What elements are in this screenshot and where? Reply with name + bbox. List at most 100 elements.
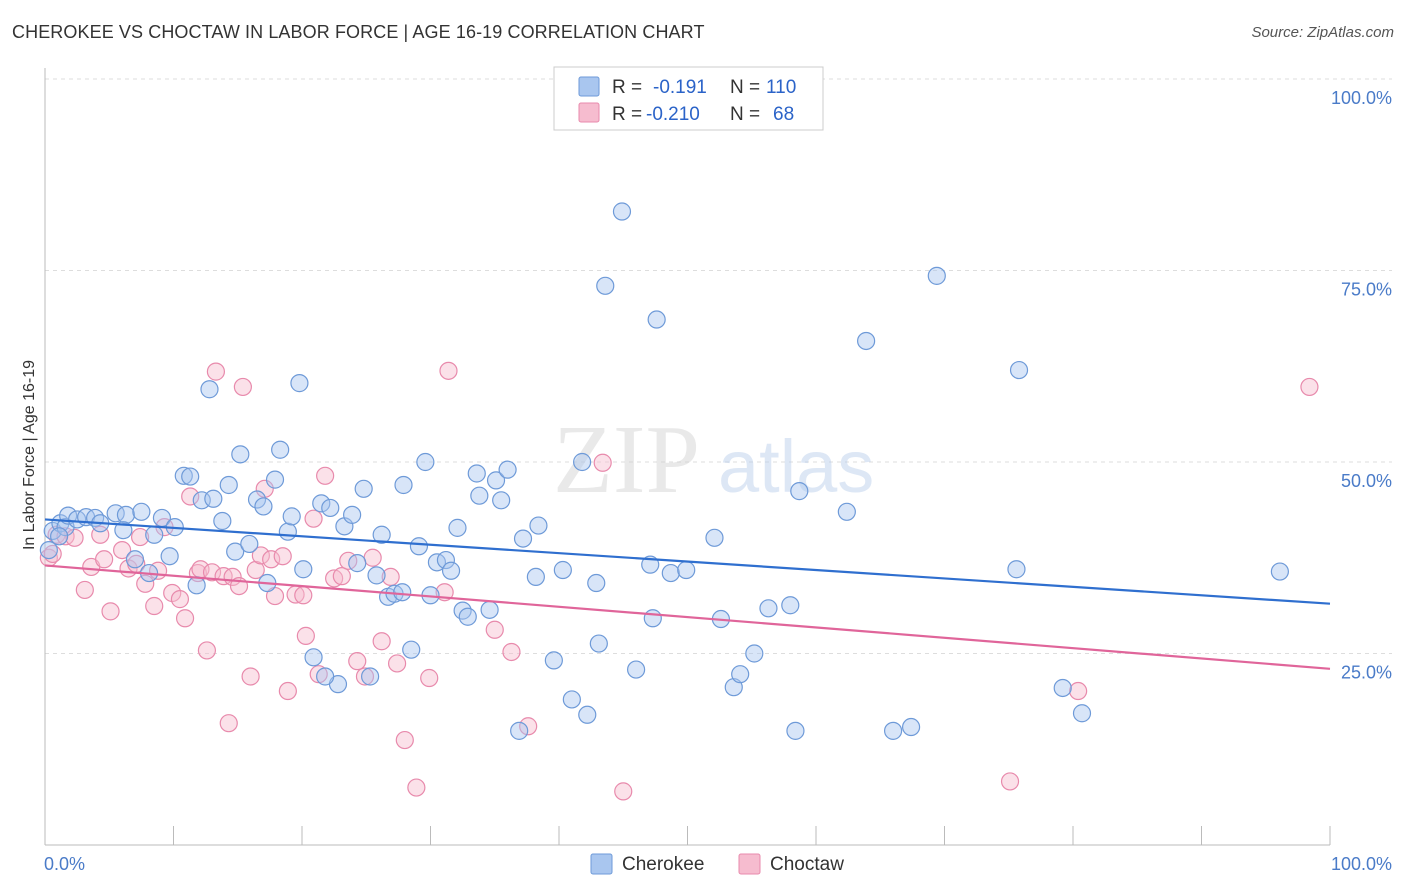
- choctaw-point: [387, 654, 407, 673]
- choctaw-point: [95, 550, 114, 569]
- cherokee-point: [587, 573, 606, 593]
- choctaw-point: [407, 778, 426, 797]
- choctaw-point: [355, 667, 375, 686]
- cherokee-point: [304, 648, 323, 667]
- legend-n-value-choctaw: 68: [773, 104, 794, 125]
- y-tick-label: 50.0%: [1341, 471, 1392, 491]
- cherokee-point: [927, 266, 946, 285]
- cherokee-point: [294, 560, 313, 579]
- cherokee-point: [416, 452, 435, 472]
- cherokee-point: [486, 471, 506, 490]
- cherokee-point: [160, 547, 179, 566]
- cherokee-point: [626, 660, 646, 679]
- legend-box: R = -0.191 N = 110 R = -0.210 N = 68: [553, 66, 824, 131]
- cherokee-point: [204, 489, 223, 508]
- cherokee-point: [145, 525, 164, 544]
- cherokee-point: [529, 516, 548, 535]
- cherokee-point: [290, 374, 309, 393]
- cherokee-point: [367, 566, 386, 585]
- bottom-legend-label-choctaw: Choctaw: [770, 854, 844, 875]
- y-axis-label: In Labor Force | Age 16-19: [21, 360, 38, 550]
- axes: [44, 68, 1331, 846]
- choctaw-point: [304, 509, 323, 528]
- watermark-atlas: atlas: [718, 425, 874, 508]
- cherokee-point: [240, 534, 259, 554]
- cherokee-point: [39, 540, 58, 560]
- cherokee-point: [596, 276, 615, 295]
- choctaw-point: [395, 730, 414, 750]
- cherokee-point: [265, 470, 285, 489]
- legend-r-value-choctaw: -0.210: [646, 104, 700, 125]
- cherokee-point: [1009, 360, 1029, 380]
- choctaw-point: [296, 626, 315, 645]
- choctaw-point: [145, 596, 164, 616]
- choctaw-point: [278, 681, 297, 701]
- cherokee-point: [745, 644, 764, 663]
- choctaw-point: [1300, 377, 1319, 397]
- choctaw-point: [348, 652, 367, 671]
- cherokee-point: [354, 479, 373, 498]
- cherokee-point: [1007, 560, 1026, 579]
- cherokee-point: [480, 600, 499, 619]
- cherokee-point: [467, 464, 486, 483]
- chart-source: Source: ZipAtlas.com: [1251, 24, 1394, 41]
- cherokee-point: [132, 502, 151, 521]
- legend-r-value-cherokee: -0.191: [653, 77, 707, 98]
- cherokee-point: [513, 529, 533, 548]
- choctaw-point: [241, 667, 260, 686]
- cherokee-point: [192, 491, 211, 510]
- cherokee-point: [470, 486, 489, 505]
- cherokee-point: [458, 607, 477, 626]
- choctaw-point: [170, 590, 190, 609]
- cherokee-point: [372, 525, 391, 544]
- cherokee-point: [705, 528, 724, 547]
- cherokee-point: [553, 560, 572, 580]
- bottom-legend-swatch-choctaw: [738, 853, 761, 875]
- cherokee-point: [247, 490, 267, 509]
- cherokee-point: [278, 522, 297, 541]
- y-tick-labels: 25.0% 50.0% 75.0% 100.0%: [1331, 88, 1392, 683]
- cherokee-point: [312, 494, 331, 513]
- cherokee-point: [393, 583, 412, 602]
- x-tick-label-max: 100.0%: [1331, 854, 1392, 874]
- choctaw-point: [206, 362, 226, 381]
- cherokee-point: [589, 634, 608, 653]
- choctaw-point: [294, 586, 313, 605]
- trend-lines: [44, 518, 1331, 670]
- cherokee-point: [1270, 562, 1289, 581]
- cherokee-point: [394, 475, 413, 495]
- choctaw-point: [593, 453, 612, 472]
- cherokee-point: [441, 561, 461, 580]
- cherokee-point: [643, 609, 662, 628]
- choctaw-point: [485, 620, 504, 639]
- cherokee-point: [578, 705, 597, 724]
- cherokee-point: [343, 505, 362, 524]
- cherokee-point: [200, 380, 219, 399]
- cherokee-point: [857, 331, 876, 351]
- cherokee-point: [510, 721, 529, 740]
- choctaw-point: [439, 361, 458, 380]
- cherokee-point: [612, 202, 632, 221]
- cherokee-point: [647, 310, 666, 329]
- legend-n-value-cherokee: 110: [766, 77, 796, 98]
- watermark: ZIP atlas: [553, 406, 874, 514]
- y-tick-label: 100.0%: [1331, 88, 1392, 108]
- cherokee-point: [231, 445, 250, 464]
- cherokee-point: [282, 507, 301, 526]
- cherokee-point: [883, 721, 903, 740]
- choctaw-point: [363, 548, 382, 567]
- cherokee-point: [448, 518, 467, 537]
- cherokee-point: [1072, 704, 1092, 723]
- cherokee-point: [187, 576, 206, 595]
- cherokee-point: [573, 452, 592, 472]
- bottom-legend: Cherokee Choctaw: [590, 853, 844, 875]
- cherokee-point: [321, 498, 340, 518]
- bottom-legend-swatch-cherokee: [590, 853, 613, 875]
- legend-n-label-choctaw: N =: [730, 104, 760, 125]
- cherokee-point: [498, 460, 517, 479]
- x-tick-label-min: 0.0%: [44, 854, 85, 874]
- choctaw-point: [372, 632, 391, 651]
- choctaw-point: [502, 642, 521, 662]
- choctaw-point: [101, 602, 120, 621]
- cherokee-point: [174, 466, 193, 485]
